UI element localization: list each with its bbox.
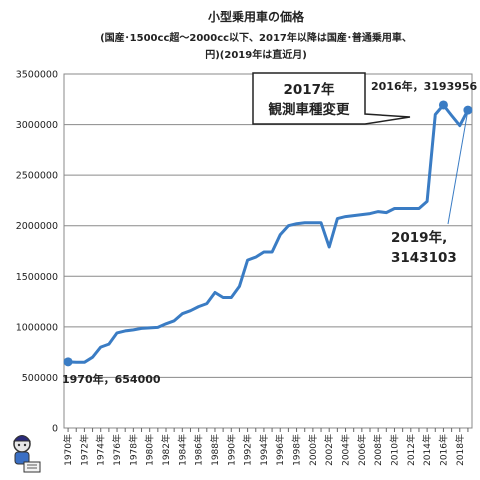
y-tick-label: 0 <box>52 424 58 435</box>
callout-line-1: 2017年 <box>283 81 335 98</box>
data-point-marker <box>63 357 73 367</box>
latest-point-label-line-2: 3143103 <box>391 250 457 266</box>
x-tick-label: 1996年 <box>274 434 286 466</box>
x-tick-label: 1974年 <box>95 434 107 466</box>
series-line <box>66 103 470 364</box>
annotation-layer: 1970年，654000 2016年，3193956 2019年, 314310… <box>62 72 478 386</box>
x-tick-label: 1970年 <box>62 434 74 466</box>
x-tick-label: 2000年 <box>307 434 319 466</box>
y-tick-label: 2500000 <box>16 171 58 182</box>
latest-leader-line <box>447 110 469 225</box>
y-tick-label: 2000000 <box>16 221 58 232</box>
x-tick-label: 1998年 <box>291 434 303 466</box>
x-tick-label: 1980年 <box>144 434 156 466</box>
peak-point-label: 2016年，3193956 <box>371 79 478 93</box>
x-tick-label: 1990年 <box>225 434 237 466</box>
x-tick-label: 1984年 <box>176 434 188 466</box>
x-tick-label: 2016年 <box>437 434 449 466</box>
x-tick-label: 2004年 <box>340 434 352 466</box>
chart-title: 小型乗用車の価格 <box>208 9 305 24</box>
series-layer <box>63 100 473 367</box>
y-tick-label: 3000000 <box>16 120 58 131</box>
x-tick-label: 2002年 <box>323 434 335 466</box>
y-tick-label: 3500000 <box>16 70 58 81</box>
x-tick-label: 1992年 <box>242 434 254 466</box>
x-tick-label: 1986年 <box>193 434 205 466</box>
x-tick-label: 2008年 <box>372 434 384 466</box>
x-tick-label: 1978年 <box>127 434 139 466</box>
x-tick-label: 1994年 <box>258 434 270 466</box>
x-tick-label: 1972年 <box>78 434 90 466</box>
x-tick-label: 2006年 <box>356 434 368 466</box>
x-tick-label: 1982年 <box>160 434 172 466</box>
x-axis-ticks: 1970年 1972年 1974年 1976年 1978年 1980年 1982年 1984年… <box>62 428 469 466</box>
x-tick-label: 1976年 <box>111 434 123 466</box>
y-axis-ticks: 0 500000 1000000 1500000 2000000 2500000 30000… <box>16 70 58 435</box>
latest-point-label-line-1: 2019年, <box>391 229 447 246</box>
x-tick-label: 2014年 <box>421 434 433 466</box>
x-tick-label: 2010年 <box>388 434 400 466</box>
data-point-marker <box>438 100 448 110</box>
grid-layer <box>64 124 472 378</box>
chart-subtitle-line-1: (国産･1500cc超～2000cc以下、2017年以降は国産･普通乗用車、 <box>100 31 412 44</box>
x-tick-label: 2012年 <box>405 434 417 466</box>
callout-line-2: 観測車種変更 <box>269 101 350 118</box>
mascot-icon <box>13 435 41 473</box>
y-tick-label: 500000 <box>22 373 58 384</box>
y-tick-label: 1500000 <box>16 272 58 283</box>
x-tick-label: 2018年 <box>454 434 466 466</box>
x-tick-label: 1988年 <box>209 434 221 466</box>
y-tick-label: 1000000 <box>16 322 58 333</box>
start-point-label: 1970年，654000 <box>62 372 161 386</box>
callout-box <box>252 72 411 125</box>
chart-subtitle-line-2: 円)(2019年は直近月) <box>205 48 307 61</box>
